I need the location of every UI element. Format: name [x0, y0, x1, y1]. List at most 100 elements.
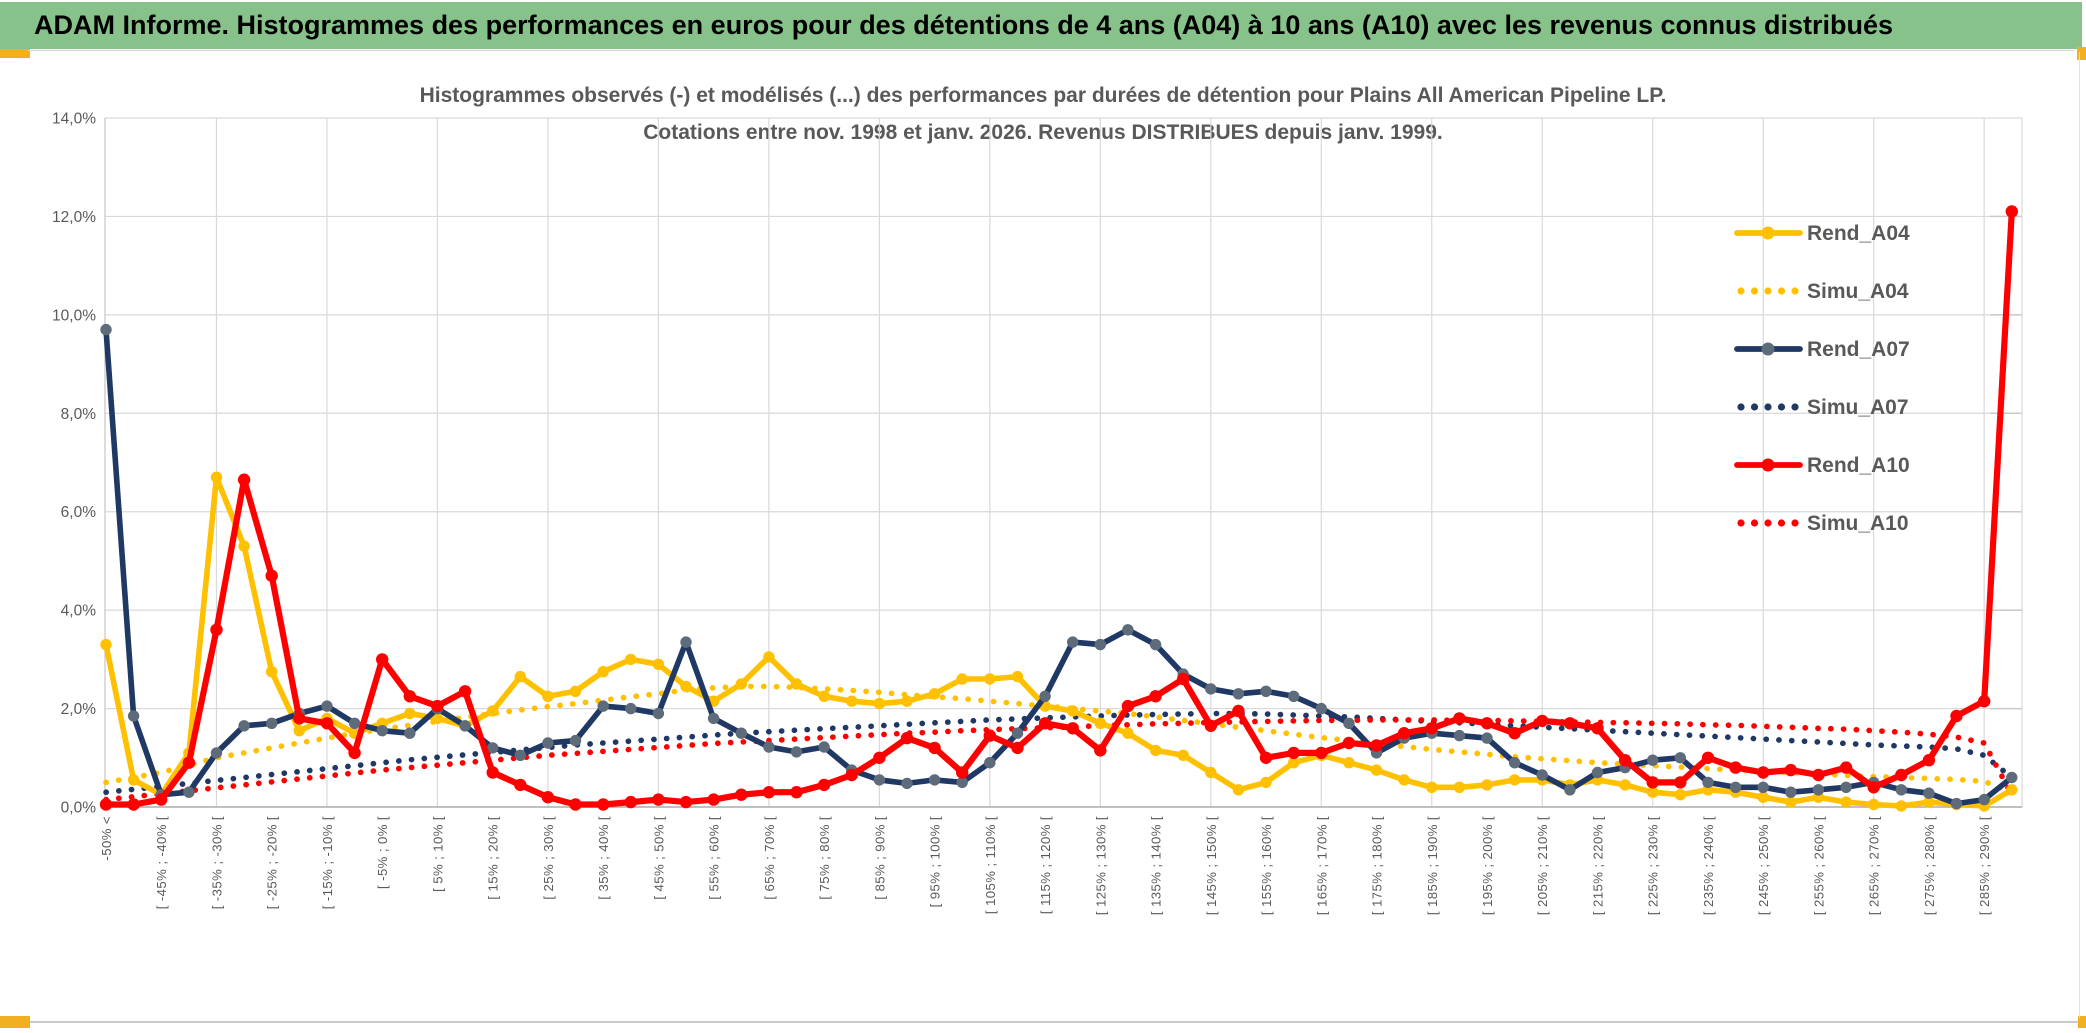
data-point-marker: [763, 741, 775, 753]
data-point-marker: [210, 471, 223, 483]
data-point-marker: [790, 746, 803, 758]
legend-dot-sample-icon: [1777, 403, 1786, 411]
data-point-marker: [1480, 717, 1494, 730]
x-tick-label: [ -25% ; -20% [: [265, 816, 280, 909]
legend-dot-sample-icon: [1737, 287, 1745, 295]
data-point-marker: [1453, 729, 1466, 742]
data-point-marker: [514, 749, 526, 761]
gold-frame-bottom-right: [2078, 1016, 2086, 1028]
data-point-marker: [873, 774, 886, 786]
data-point-marker: [431, 699, 444, 713]
data-point-marker: [514, 778, 527, 792]
data-point-marker: [1757, 781, 1769, 793]
data-point-marker: [487, 705, 499, 717]
data-point-marker: [1840, 796, 1852, 808]
data-point-marker: [1812, 784, 1825, 796]
x-tick-label: [ -35% ; -30% [: [209, 816, 224, 909]
data-point-marker: [1757, 766, 1770, 779]
data-point-marker: [707, 712, 720, 725]
data-point-marker: [900, 731, 914, 745]
x-tick-label: [ 65% ; 70% [: [762, 816, 777, 900]
legend-dot-sample-icon: [1791, 287, 1799, 295]
dotted-line: [103, 717, 2015, 803]
data-point-marker: [1177, 749, 1189, 761]
x-tick-label: [ -45% ; -40% [: [154, 816, 169, 909]
legend-item-Simu_A04[interactable]: Simu_A04: [1737, 280, 1909, 303]
data-point-marker: [1204, 719, 1218, 732]
data-point-marker: [1481, 732, 1493, 744]
data-point-marker: [1867, 781, 1880, 794]
legend-dot-sample-icon: [1750, 403, 1759, 411]
series-Rend_A10: [99, 205, 2019, 811]
legend-dot-sample-icon: [1750, 519, 1759, 527]
x-tick-label: [ 135% ; 140% [: [1149, 816, 1164, 915]
data-point-marker: [1950, 797, 1963, 810]
data-point-marker: [818, 690, 830, 702]
data-point-marker: [1839, 761, 1853, 774]
data-point-marker: [1702, 776, 1714, 789]
legend-item-Rend_A10[interactable]: Rend_A10: [1734, 454, 1910, 477]
x-tick-label: [ -15% ; -10% [: [320, 816, 335, 909]
data-point-marker: [1840, 781, 1852, 793]
data-point-marker: [1260, 776, 1272, 789]
legend-item-Rend_A07[interactable]: Rend_A07: [1734, 338, 1910, 361]
data-point-marker: [1618, 754, 1632, 767]
data-point-marker: [1812, 768, 1825, 782]
data-point-marker: [238, 720, 250, 732]
x-tick-label: [ 155% ; 160% [: [1259, 816, 1274, 915]
data-point-marker: [928, 774, 941, 786]
data-point-marker: [1011, 670, 1024, 683]
legend-label: Rend_A10: [1807, 454, 1910, 477]
data-point-marker: [348, 717, 361, 729]
x-tick-label: [ 225% ; 230% [: [1646, 816, 1661, 915]
data-point-marker: [1729, 761, 1742, 774]
data-point-marker: [597, 798, 610, 811]
data-point-marker: [404, 707, 416, 720]
dotted-line: [103, 710, 2015, 795]
legend-label: Rend_A07: [1807, 338, 1910, 361]
data-point-marker: [183, 786, 195, 798]
data-point-marker: [404, 727, 416, 739]
data-point-marker: [1923, 787, 1935, 799]
x-tick-label: [ 175% ; 180% [: [1370, 816, 1385, 915]
data-point-marker: [265, 569, 278, 582]
header-divider: [28, 50, 2074, 51]
x-tick-label: [ 75% ; 80% [: [817, 816, 832, 900]
data-point-marker: [1978, 793, 1990, 806]
data-point-marker: [1563, 717, 1577, 730]
data-point-marker: [1895, 800, 1908, 812]
data-point-marker: [1205, 766, 1217, 779]
legend-item-Simu_A10[interactable]: Simu_A10: [1737, 512, 1909, 535]
data-point-marker: [1315, 702, 1328, 715]
data-point-marker: [735, 678, 747, 690]
data-point-marker: [2006, 784, 2018, 796]
data-point-marker: [1177, 672, 1190, 686]
data-point-marker: [984, 757, 996, 769]
data-point-marker: [1066, 722, 1079, 735]
data-point-marker: [458, 685, 472, 698]
data-point-marker: [2005, 205, 2019, 218]
legend-marker-icon: [1761, 342, 1775, 356]
data-point-marker: [1038, 717, 1052, 730]
x-tick-label: [ 215% ; 220% [: [1590, 816, 1605, 915]
data-point-marker: [1094, 744, 1107, 757]
data-point-marker: [127, 710, 140, 722]
gold-frame-top-right: [2077, 47, 2086, 60]
data-point-marker: [1094, 717, 1107, 729]
data-point-marker: [818, 741, 830, 753]
data-point-marker: [1288, 690, 1300, 702]
data-point-marker: [956, 673, 968, 685]
x-tick-label: [ 255% ; 260% [: [1811, 816, 1826, 915]
legend-dot-sample-icon: [1791, 403, 1799, 411]
legend-item-Rend_A04[interactable]: Rend_A04: [1734, 222, 1910, 245]
data-point-marker: [1149, 690, 1162, 703]
data-point-marker: [1757, 791, 1769, 803]
data-point-marker: [1453, 712, 1466, 725]
data-point-marker: [873, 751, 886, 764]
x-tick-label: [ 5% ; 10% [: [430, 816, 445, 892]
legend-item-Simu_A07[interactable]: Simu_A07: [1737, 396, 1909, 419]
data-point-marker: [1481, 779, 1493, 791]
data-point-marker: [1315, 746, 1328, 760]
data-point-marker: [155, 793, 168, 806]
